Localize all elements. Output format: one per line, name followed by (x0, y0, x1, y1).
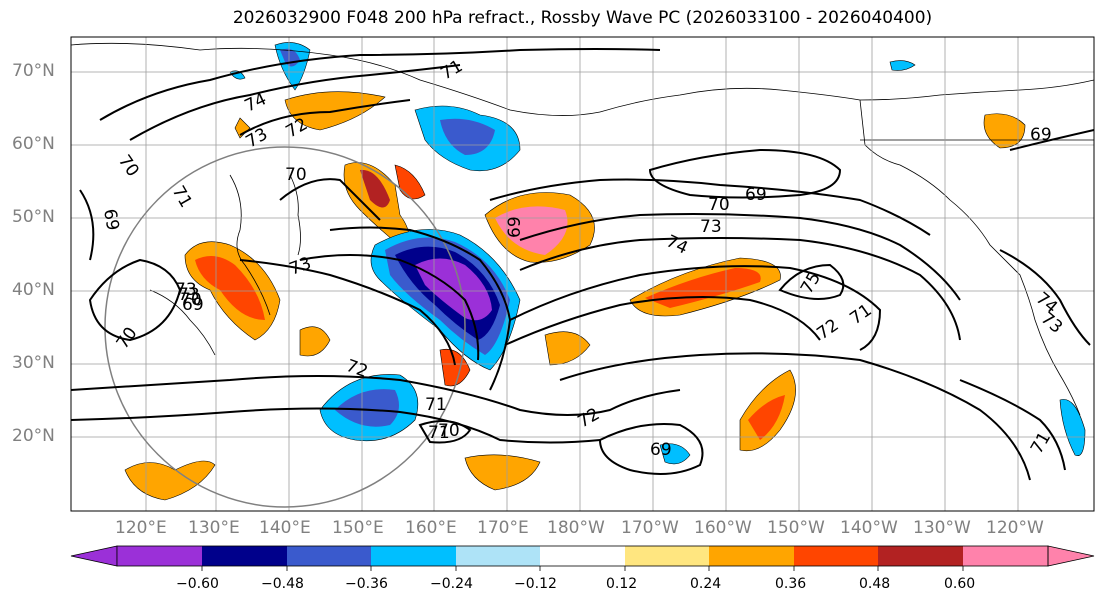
contour-label: 71 (438, 56, 467, 84)
contour-label: 69 (99, 207, 122, 232)
colorbar-extend-low (70, 545, 118, 567)
contour-label: 73 (700, 217, 722, 237)
colorbar-segment (371, 546, 456, 566)
positive-anomaly-region (748, 395, 785, 440)
colorbar-segment (963, 546, 1048, 566)
positive-anomaly-region (299, 326, 331, 357)
negative-anomaly-region (659, 443, 691, 465)
contour-label: 69 (1030, 125, 1052, 145)
contour-label: 74 (663, 231, 691, 258)
colorbar-segment (794, 546, 878, 566)
colorbar-segment (540, 546, 625, 566)
negative-anomaly-region (335, 389, 399, 427)
lon-label: 120°E (115, 518, 167, 538)
contour-label: 73 (175, 280, 197, 300)
lon-label: 170°E (477, 518, 529, 538)
lon-label: 150°E (332, 518, 384, 538)
positive-anomaly-region (195, 256, 265, 320)
lon-label: 130°E (188, 518, 240, 538)
colorbar-segment (202, 546, 287, 566)
colorbar-tick-label: 0.12 (606, 576, 638, 592)
contour-label: 70 (285, 165, 307, 185)
colorbar-tick-label: −0.12 (514, 576, 557, 592)
contour-label: 70 (113, 324, 142, 353)
contour-label: 71 (425, 395, 447, 415)
contour-label: 73 (1037, 309, 1066, 338)
map-title: 2026032900 F048 200 hPa refract., Rossby… (232, 8, 933, 28)
contour-label: 72 (813, 315, 842, 344)
contour-label: 70 (180, 290, 202, 310)
colorbar-tick-label: −0.36 (345, 576, 388, 592)
colorbar-tick-label: 0.36 (775, 576, 807, 592)
contour-label: 69 (650, 440, 672, 460)
positive-anomaly-region (394, 164, 426, 200)
colorbar-tick-label: −0.48 (261, 576, 304, 592)
contour-label: 70 (438, 421, 460, 441)
colorbar-frame (116, 545, 1049, 567)
negative-anomaly-region (889, 60, 916, 71)
negative-anomaly-region (440, 118, 495, 155)
colorbar-segment (117, 546, 202, 566)
colorbar-tick-label: 0.60 (944, 576, 976, 592)
contour-label: 73 (178, 285, 200, 305)
positive-anomaly-region (983, 113, 1026, 149)
colorbar-extend-high (1047, 545, 1095, 567)
colorbar-segment (456, 546, 540, 566)
negative-anomaly-region (1059, 399, 1086, 456)
positive-anomaly-region (234, 117, 251, 139)
contour-lines (71, 48, 1094, 481)
colorbar-tick-label: −0.24 (430, 576, 473, 592)
contour-label: 69 (745, 185, 767, 205)
shaded-regions (124, 42, 1086, 501)
lat-label: 30°N (12, 353, 55, 373)
lon-label: 120°W (986, 518, 1044, 538)
colorbar-segment (709, 546, 794, 566)
lat-label: 40°N (12, 280, 55, 300)
colorbar-segment (878, 546, 963, 566)
contour-label: 75 (797, 269, 825, 298)
positive-anomaly-region (124, 460, 216, 501)
lon-label: 150°W (767, 518, 825, 538)
reference-circle (104, 146, 466, 508)
colorbar-tick-label: 0.48 (859, 576, 891, 592)
map-frame (70, 36, 1095, 512)
lon-label: 140°E (259, 518, 311, 538)
colorbar (70, 545, 1095, 571)
lon-label: 170°W (621, 518, 679, 538)
positive-anomaly-region (464, 454, 541, 491)
contour-label: 70 (114, 151, 143, 180)
lon-label: 160°W (694, 518, 752, 538)
contour-label: 69 (182, 295, 204, 315)
lat-label: 60°N (12, 134, 55, 154)
colorbar-segment (287, 546, 371, 566)
contour-label: 70 (708, 195, 730, 215)
lon-label: 140°W (840, 518, 898, 538)
colorbar-segment (625, 546, 709, 566)
contour-label: 71 (428, 423, 450, 443)
contour-label: 69 (505, 216, 525, 238)
positive-anomaly-region (544, 331, 591, 366)
lat-label: 50°N (12, 207, 55, 227)
lon-label: 160°E (405, 518, 457, 538)
lat-label: 20°N (12, 426, 55, 446)
colorbar-tick-label: 0.24 (690, 576, 722, 592)
lon-label: 180°W (547, 518, 605, 538)
lon-label: 130°W (913, 518, 971, 538)
contour-label: 74 (242, 89, 270, 116)
positive-anomaly-region (495, 206, 568, 255)
gridlines (71, 37, 1094, 511)
contour-label: 72 (575, 404, 604, 432)
positive-anomaly-region (360, 169, 390, 208)
colorbar-tick-label: −0.60 (176, 576, 219, 592)
contour-label: 71 (846, 300, 875, 329)
lat-label: 70°N (12, 61, 55, 81)
